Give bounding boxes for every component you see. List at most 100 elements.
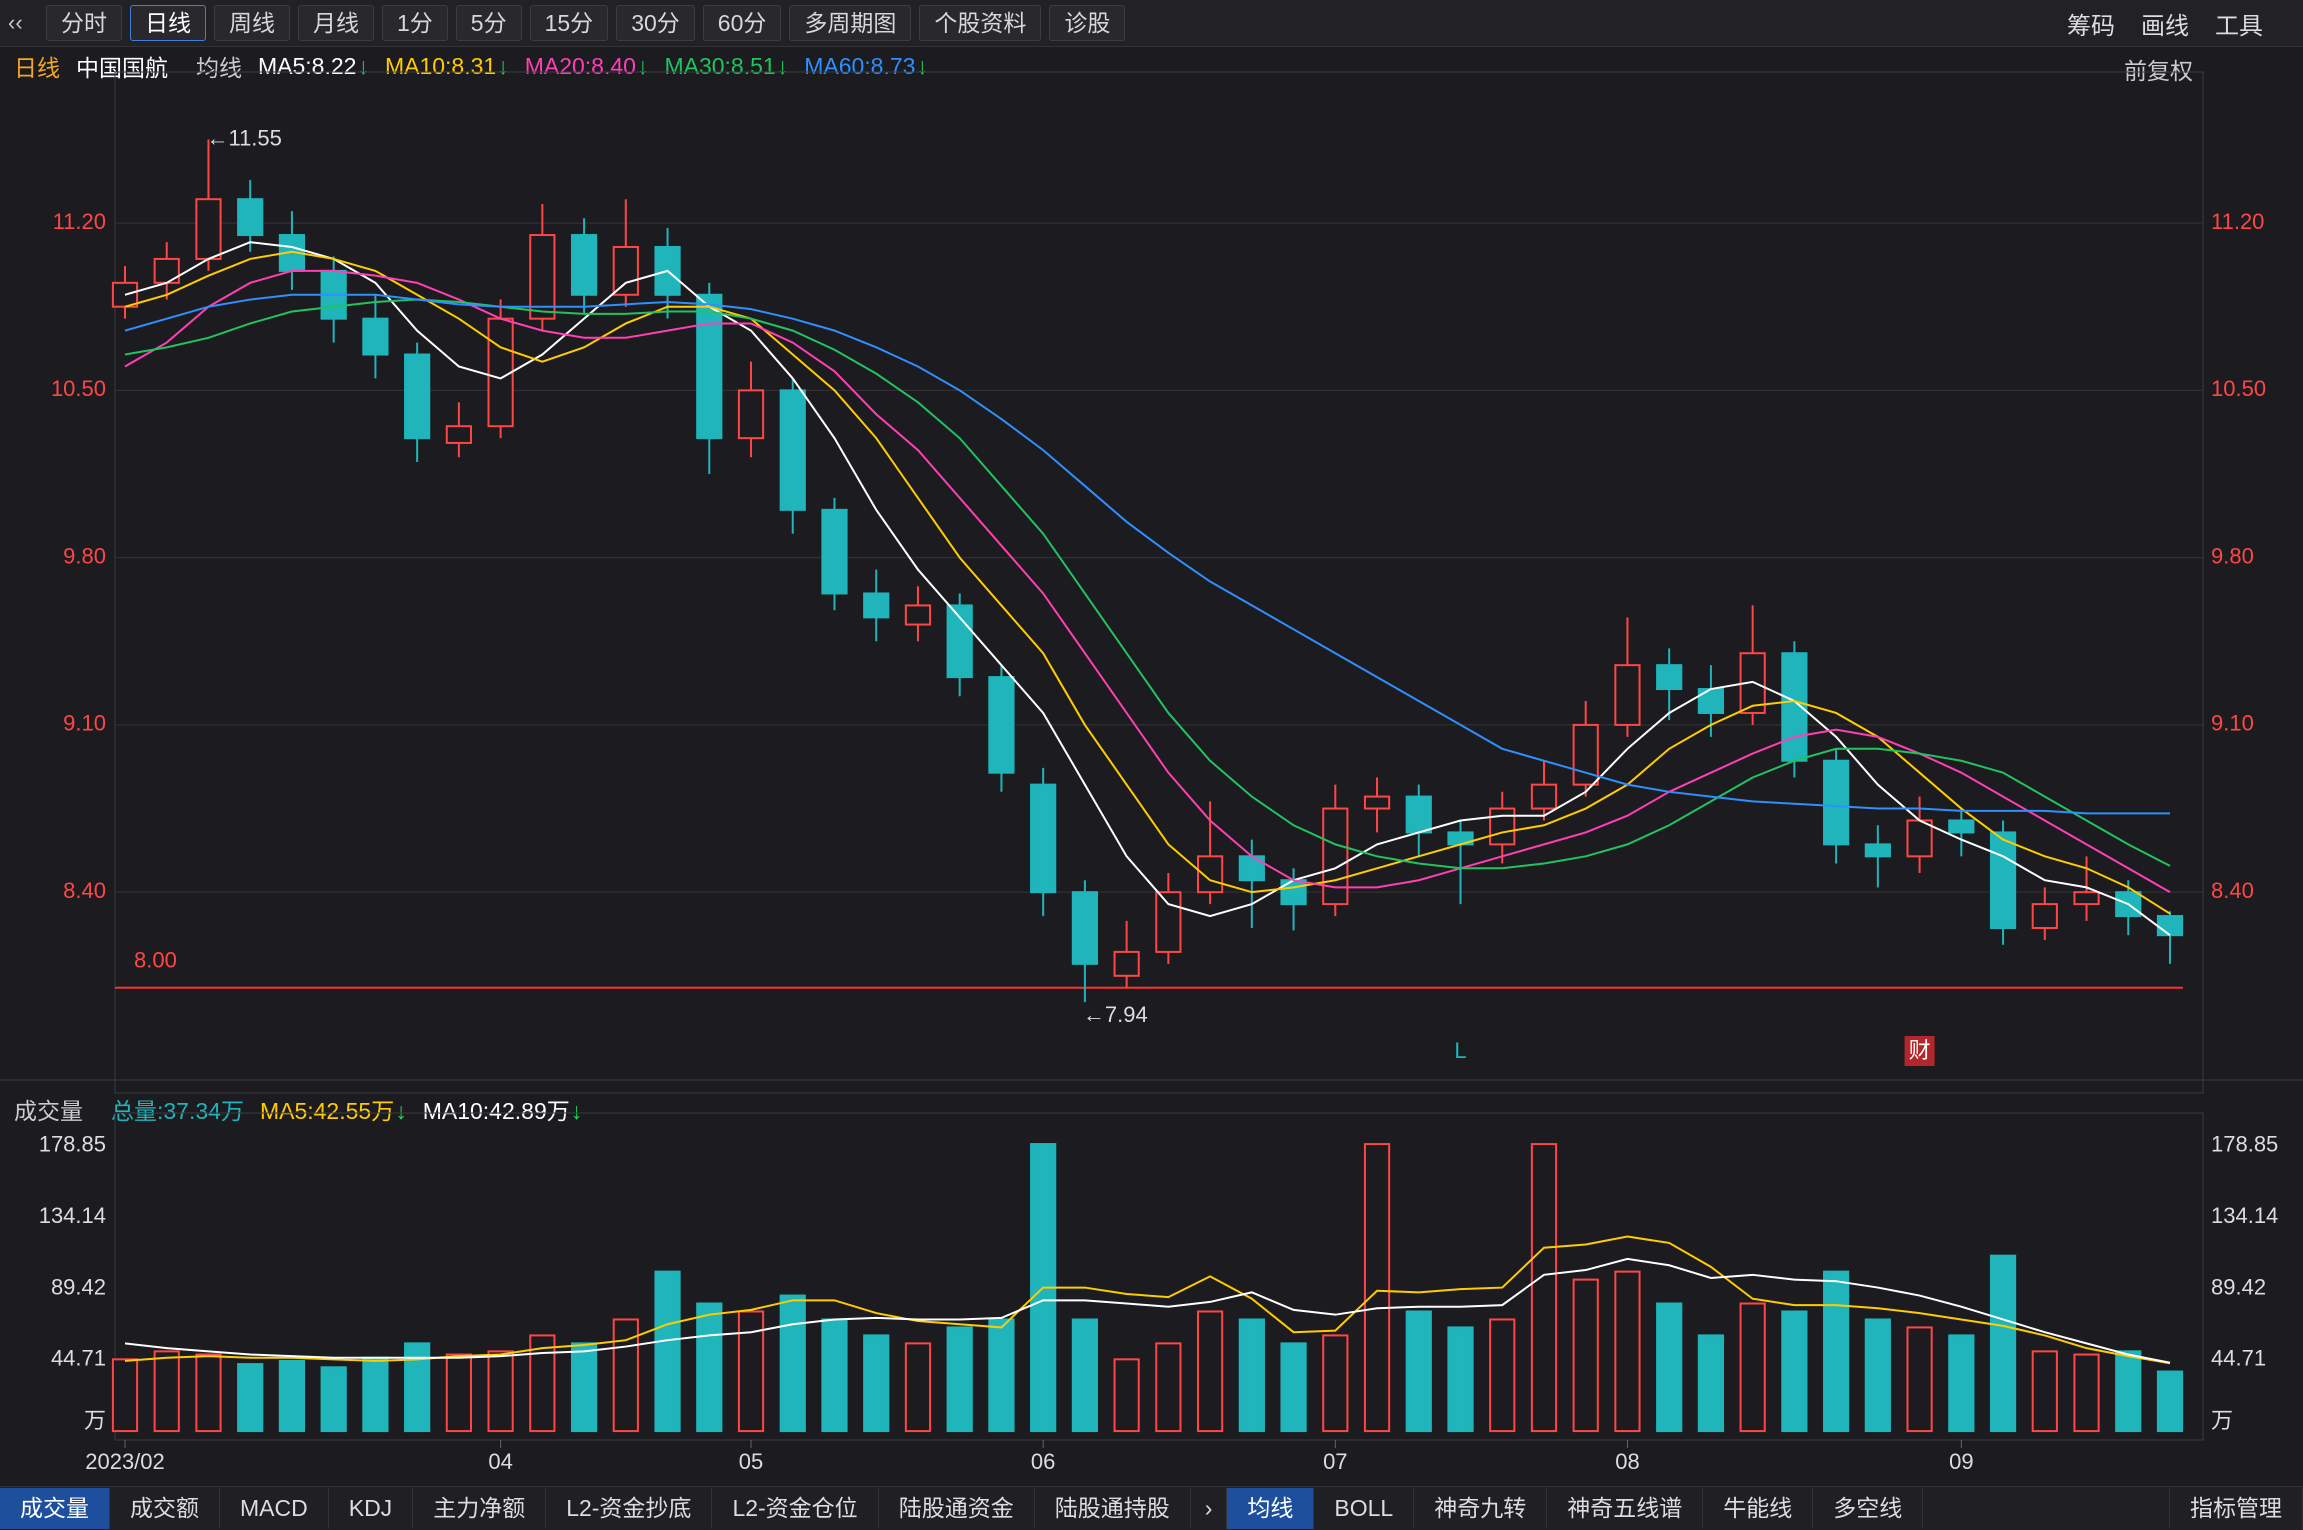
candle-body: [1113, 950, 1140, 977]
indicator-tab[interactable]: 成交量: [0, 1488, 110, 1529]
toolbar-tab[interactable]: 30分: [616, 5, 695, 41]
volume-bar: [1322, 1334, 1349, 1433]
indicator-tab[interactable]: MACD: [220, 1488, 329, 1529]
candle-body: [821, 508, 848, 595]
candle-body: [1238, 855, 1265, 882]
toolbar-tab[interactable]: 诊股: [1049, 5, 1126, 41]
min-marker: ←7.94: [1083, 1002, 1148, 1027]
candle-body: [570, 234, 598, 296]
volume-bar: [1906, 1326, 1933, 1433]
vol-y-tick-label: 44.71: [51, 1346, 106, 1371]
toolbar-tab[interactable]: 个股资料: [919, 5, 1042, 41]
indicator-tab[interactable]: L2-资金仓位: [712, 1488, 879, 1529]
volume-bar: [1989, 1254, 2017, 1433]
toolbar-action[interactable]: 筹码: [2067, 12, 2115, 40]
candle-body: [1030, 783, 1057, 894]
restore[interactable]: 前复权: [2124, 58, 2193, 84]
vol-ma-legend: MA10:42.89万↓: [423, 1092, 583, 1126]
candle-body: [1656, 664, 1683, 691]
volume-title: 成交量: [14, 1098, 83, 1124]
volume-bar: [153, 1350, 180, 1433]
vol-y-tick-label: 134.14: [39, 1203, 106, 1228]
volume-bar: [779, 1294, 806, 1433]
toolbar-action[interactable]: 工具: [2215, 12, 2263, 40]
candle-body: [362, 317, 389, 356]
ma-line: [124, 269, 2171, 894]
info-bar: 日线 中国国航 均线 MA5:8.22↓ MA10:8.31↓ MA20:8.40↓…: [14, 50, 928, 82]
toolbar-tab[interactable]: 分时: [46, 5, 122, 41]
candle-body: [195, 198, 222, 260]
toolbar-tab[interactable]: 15分: [529, 5, 609, 41]
x-tick-label: 05: [739, 1449, 763, 1474]
vol-unit-right: 万: [2211, 1408, 2233, 1433]
candle-body: [1280, 879, 1307, 906]
volume-bar: [1614, 1270, 1641, 1433]
ma-line: [124, 298, 2171, 870]
back-icon[interactable]: ‹‹: [8, 10, 23, 35]
toolbar-tab[interactable]: 日线: [130, 5, 206, 41]
candle-body: [1155, 891, 1182, 953]
toolbar-tab[interactable]: 1分: [382, 5, 448, 41]
indicator-tab[interactable]: 陆股通持股: [1035, 1488, 1191, 1529]
indicator-tab[interactable]: L2-资金抄底: [546, 1488, 713, 1529]
overlay-tab[interactable]: 多空线: [1813, 1488, 1924, 1529]
y2-tick-label: 11.20: [2211, 209, 2264, 234]
vol-ma-line: [124, 1235, 2171, 1365]
volume-bar: [1530, 1143, 1558, 1433]
ma-legend-text: MA10:8.31: [384, 52, 497, 79]
candle-body: [1906, 819, 1933, 858]
volume-bar: [1948, 1334, 1975, 1433]
down-arrow-icon: ↓: [776, 52, 789, 79]
ma-line: [124, 293, 2170, 815]
volume-bar: [1196, 1310, 1224, 1433]
candle-body: [1948, 819, 1975, 834]
candle-body: [1572, 723, 1599, 786]
indicator-manage[interactable]: 指标管理: [2169, 1488, 2303, 1529]
toolbar-tab[interactable]: 5分: [455, 5, 522, 41]
volume-bar: [988, 1318, 1015, 1433]
volume-frame: [114, 1112, 2204, 1441]
candle-body: [404, 353, 431, 440]
ma-line: [124, 250, 2171, 915]
volume-bar: [1739, 1302, 1766, 1433]
vol-y-tick-label: 178.85: [39, 1132, 106, 1157]
toolbar-tab[interactable]: 多周期图: [789, 5, 912, 41]
vol-y2-tick-label: 134.14: [2211, 1203, 2278, 1228]
ma-legend-text: MA5:8.22: [258, 52, 357, 79]
candle-body: [529, 234, 556, 320]
volume-bar: [821, 1318, 848, 1433]
overlay-tab[interactable]: 牛能线: [1703, 1488, 1814, 1529]
volume-bar: [654, 1270, 681, 1433]
candle-body: [654, 245, 681, 296]
y-tick-label: 9.80: [63, 543, 106, 568]
overlay-tab[interactable]: 神奇九转: [1414, 1488, 1548, 1529]
overlay-tab[interactable]: 神奇五线谱: [1547, 1488, 1704, 1529]
toolbar-tab[interactable]: 60分: [702, 5, 782, 41]
volume-bar: [1489, 1318, 1516, 1433]
ma-line: [124, 241, 2171, 936]
overlay-tab[interactable]: BOLL: [1314, 1488, 1415, 1529]
toolbar-action[interactable]: 画线: [2141, 12, 2189, 40]
y2-tick-label: 9.10: [2211, 711, 2254, 736]
toolbar-tab[interactable]: 月线: [298, 5, 374, 41]
candle-body: [988, 676, 1015, 774]
max-price: 11.55: [228, 125, 281, 150]
toolbar-right: 筹码 画线 工具: [2067, 0, 2263, 46]
toolbar-tab[interactable]: 周线: [214, 5, 290, 41]
volume-bar: [1572, 1278, 1599, 1433]
indicator-tab[interactable]: 陆股通资金: [879, 1488, 1035, 1529]
indicator-tab[interactable]: KDJ: [329, 1488, 414, 1529]
overlay-tab[interactable]: 均线: [1227, 1488, 1315, 1529]
volume-bar: [1656, 1302, 1683, 1433]
volume-bar: [2031, 1350, 2058, 1433]
candle-body: [2031, 903, 2058, 930]
volume-bar: [1113, 1358, 1140, 1433]
candle-body: [153, 257, 180, 284]
indicator-tab[interactable]: 成交额: [110, 1488, 220, 1529]
indicator-tab[interactable]: 主力净额: [413, 1488, 547, 1529]
more-icon[interactable]: ›: [1191, 1488, 1228, 1529]
y-tick-label: 10.50: [51, 376, 106, 401]
volume-bar: [1447, 1326, 1474, 1433]
ma-legend: MA20:8.40↓: [525, 53, 649, 80]
